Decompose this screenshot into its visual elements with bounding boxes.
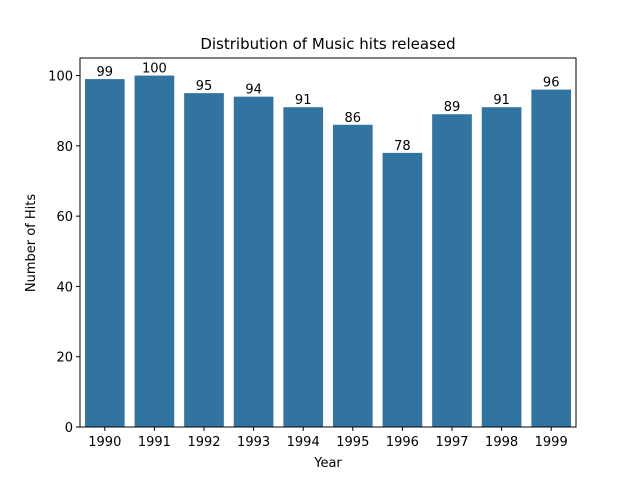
x-tick-label: 1999 bbox=[535, 435, 568, 450]
x-tick-label: 1991 bbox=[138, 435, 171, 450]
y-tick-label: 80 bbox=[56, 140, 73, 155]
plot-area: 99 100 95 94 91 86 78 89 91 96 bbox=[84, 62, 572, 428]
x-tick-label: 1998 bbox=[485, 435, 518, 450]
bar-1995 bbox=[332, 124, 373, 428]
y-tick-label: 40 bbox=[56, 280, 73, 295]
bar-1997 bbox=[432, 114, 472, 427]
x-tick-label: 1992 bbox=[187, 435, 220, 450]
bar-1999 bbox=[531, 89, 572, 427]
bar-value-label: 95 bbox=[196, 79, 213, 94]
bar-1998 bbox=[481, 107, 522, 427]
y-tick-label: 100 bbox=[48, 70, 73, 85]
x-axis-label: Year bbox=[313, 456, 342, 471]
x-tick-label: 1995 bbox=[336, 435, 369, 450]
chart-title: Distribution of Music hits released bbox=[200, 35, 455, 53]
bar-value-label: 99 bbox=[97, 65, 114, 80]
x-tick-label: 1993 bbox=[237, 435, 270, 450]
bar-1991 bbox=[134, 75, 175, 428]
y-axis-label: Number of Hits bbox=[24, 194, 39, 293]
bar-1996 bbox=[382, 152, 423, 427]
bar-value-label: 94 bbox=[245, 83, 262, 98]
bar-1993 bbox=[233, 96, 274, 428]
y-tick-label: 20 bbox=[56, 351, 73, 366]
x-axis: 1990 1991 1992 1993 1994 1995 1996 1997 1998 1999 bbox=[88, 427, 568, 450]
bar-1990 bbox=[84, 79, 125, 427]
bar-value-label: 96 bbox=[543, 76, 560, 91]
bar-1994 bbox=[283, 107, 324, 427]
bar-value-label: 91 bbox=[295, 93, 312, 108]
y-tick-label: 60 bbox=[56, 210, 73, 225]
bar-value-label: 78 bbox=[394, 139, 411, 154]
y-tick-label: 0 bbox=[65, 421, 73, 436]
plot-frame bbox=[79, 57, 577, 428]
x-tick-label: 1997 bbox=[435, 435, 468, 450]
bar-1992 bbox=[184, 93, 224, 428]
bar-value-label: 91 bbox=[493, 93, 510, 108]
bar-value-label: 100 bbox=[142, 62, 167, 77]
bar-value-label: 89 bbox=[444, 100, 461, 115]
x-tick-label: 1990 bbox=[88, 435, 121, 450]
x-tick-label: 1996 bbox=[386, 435, 419, 450]
x-tick-label: 1994 bbox=[287, 435, 320, 450]
bar-value-label: 86 bbox=[345, 111, 362, 126]
y-axis: 0 20 40 60 80 100 bbox=[48, 70, 80, 436]
